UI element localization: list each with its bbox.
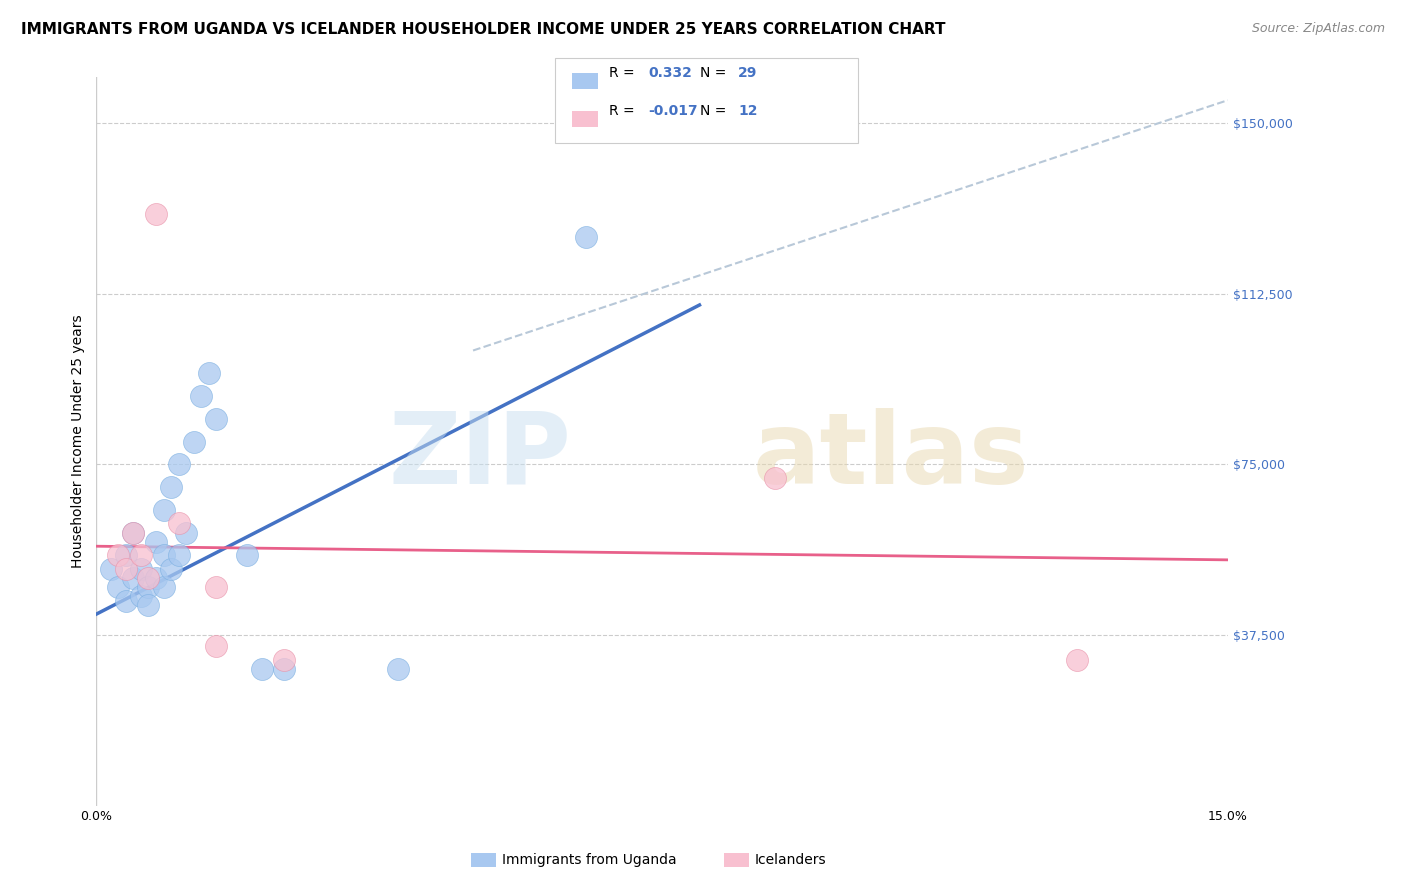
- Point: [387, 662, 409, 676]
- Point: [205, 640, 228, 654]
- Text: N =: N =: [700, 66, 731, 80]
- Point: [167, 549, 190, 563]
- Text: -0.017: -0.017: [648, 103, 697, 118]
- Point: [145, 534, 167, 549]
- Point: [190, 389, 212, 403]
- Text: Source: ZipAtlas.com: Source: ZipAtlas.com: [1251, 22, 1385, 36]
- Point: [122, 571, 145, 585]
- Text: N =: N =: [700, 103, 731, 118]
- Point: [122, 525, 145, 540]
- Point: [138, 599, 160, 613]
- Point: [160, 562, 183, 576]
- Point: [107, 580, 129, 594]
- Point: [183, 434, 205, 449]
- Point: [100, 562, 122, 576]
- Point: [145, 207, 167, 221]
- Point: [160, 480, 183, 494]
- Text: 12: 12: [738, 103, 758, 118]
- Text: Immigrants from Uganda: Immigrants from Uganda: [502, 853, 676, 867]
- Point: [152, 503, 174, 517]
- Text: Icelanders: Icelanders: [755, 853, 827, 867]
- Point: [273, 653, 295, 667]
- Point: [138, 571, 160, 585]
- Text: 29: 29: [738, 66, 758, 80]
- Text: atlas: atlas: [752, 408, 1029, 505]
- Point: [273, 662, 295, 676]
- Point: [145, 571, 167, 585]
- Point: [107, 549, 129, 563]
- Point: [198, 366, 221, 380]
- Point: [115, 549, 138, 563]
- Point: [174, 525, 197, 540]
- Text: ZIP: ZIP: [388, 408, 571, 505]
- Text: R =: R =: [609, 103, 638, 118]
- Point: [575, 229, 598, 244]
- Point: [167, 457, 190, 471]
- Point: [129, 562, 152, 576]
- Point: [167, 516, 190, 531]
- Point: [235, 549, 257, 563]
- Point: [129, 549, 152, 563]
- Text: R =: R =: [609, 66, 638, 80]
- Point: [138, 580, 160, 594]
- Point: [115, 594, 138, 608]
- Point: [250, 662, 273, 676]
- Y-axis label: Householder Income Under 25 years: Householder Income Under 25 years: [72, 315, 86, 568]
- Point: [205, 411, 228, 425]
- Point: [152, 549, 174, 563]
- Point: [205, 580, 228, 594]
- Point: [122, 525, 145, 540]
- Point: [763, 471, 786, 485]
- Point: [152, 580, 174, 594]
- Text: 0.332: 0.332: [648, 66, 692, 80]
- Point: [1066, 653, 1088, 667]
- Point: [129, 589, 152, 603]
- Text: IMMIGRANTS FROM UGANDA VS ICELANDER HOUSEHOLDER INCOME UNDER 25 YEARS CORRELATIO: IMMIGRANTS FROM UGANDA VS ICELANDER HOUS…: [21, 22, 946, 37]
- Point: [115, 562, 138, 576]
